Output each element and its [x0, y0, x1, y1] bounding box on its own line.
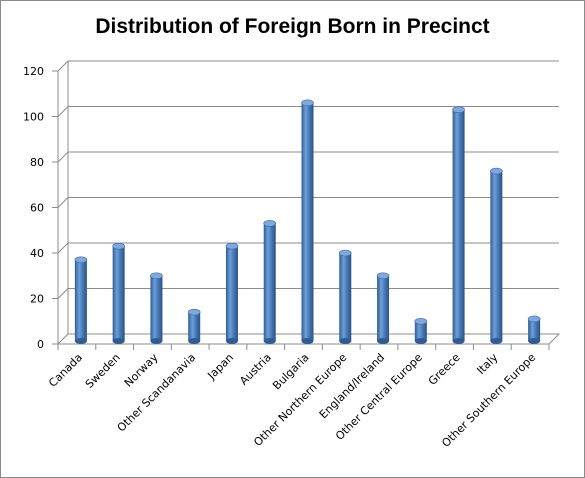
y-tick-label: 120 — [23, 65, 44, 78]
bar — [338, 249, 352, 344]
bar-top — [301, 99, 314, 107]
y-tick-label: 40 — [30, 247, 44, 260]
y-tick-label: 80 — [30, 156, 44, 169]
bar-top — [74, 256, 88, 264]
bar-base — [452, 338, 465, 344]
bar — [187, 308, 201, 344]
bar-base — [528, 338, 541, 344]
bar-body — [188, 312, 201, 341]
y-tick-label: 0 — [37, 338, 44, 351]
bar-top — [150, 272, 163, 280]
bar-base — [188, 338, 201, 344]
bar — [527, 315, 541, 344]
bar-top — [187, 308, 201, 316]
gridline-depth — [57, 197, 69, 208]
bar-body — [377, 275, 390, 341]
bar — [490, 167, 503, 344]
y-tick-label: 60 — [30, 202, 44, 215]
x-category-label: Austria — [237, 351, 274, 388]
bar-top — [263, 220, 277, 227]
x-category-label: Italy — [474, 351, 500, 377]
bar-body — [74, 259, 87, 341]
bar-base — [414, 338, 427, 344]
x-category-label: Sweden — [83, 351, 123, 391]
bar — [112, 242, 125, 344]
bar-body — [339, 253, 352, 341]
bar-top — [376, 272, 390, 280]
bars — [74, 99, 541, 344]
bar — [452, 106, 465, 344]
chart-title: Distribution of Foreign Born in Precinct — [95, 15, 490, 38]
bar-base — [225, 338, 238, 344]
x-category-label: England/Ireland — [317, 351, 387, 421]
gridline-depth — [57, 288, 69, 299]
bar — [74, 256, 88, 344]
bar-body — [263, 223, 276, 341]
bar-body — [414, 321, 427, 341]
bar-base — [301, 338, 314, 344]
bar — [414, 317, 428, 344]
bar-body — [490, 171, 503, 341]
gridline-depth — [57, 60, 69, 72]
bar — [225, 242, 239, 344]
bar-body — [150, 275, 163, 341]
bar-base — [150, 338, 163, 344]
x-category-label: Japan — [204, 351, 236, 383]
y-tick-label: 20 — [30, 293, 44, 306]
bar-base — [490, 338, 503, 344]
bar-body — [528, 318, 541, 341]
bar-top — [527, 315, 541, 323]
bar-top — [225, 242, 239, 250]
bar-body — [225, 246, 238, 341]
bar — [376, 272, 390, 344]
bar — [301, 99, 314, 344]
bar — [263, 220, 277, 344]
bar-base — [377, 338, 390, 344]
bar-base — [339, 338, 352, 344]
bar-top — [490, 167, 503, 175]
gridline-depth — [57, 242, 69, 254]
bar-body — [301, 102, 314, 341]
gridline-depth — [57, 151, 69, 163]
bar-body — [452, 109, 465, 341]
x-category-label: Greece — [426, 351, 463, 388]
bar-top — [452, 106, 465, 113]
y-tick-label: 100 — [23, 111, 44, 124]
bar-top — [112, 242, 125, 250]
bar-top — [414, 317, 428, 325]
bar-top — [338, 249, 352, 257]
bar-base — [74, 338, 87, 344]
bar-body — [112, 246, 125, 341]
gridline-depth — [57, 106, 69, 117]
bar-base — [112, 338, 125, 344]
bar-base — [263, 338, 276, 344]
bar — [150, 272, 163, 344]
x-category-label: Canada — [46, 351, 85, 390]
